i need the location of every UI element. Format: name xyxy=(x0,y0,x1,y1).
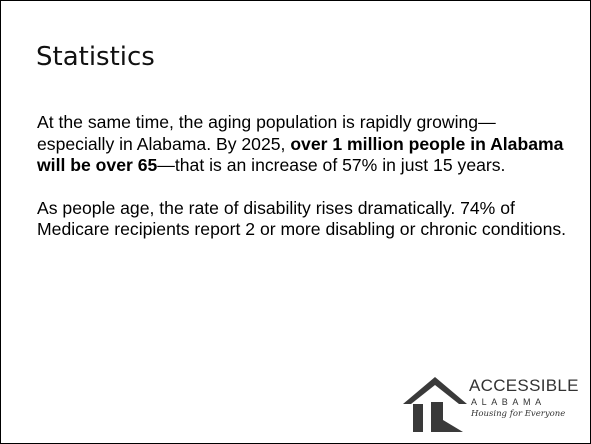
logo-name: ACCESSIBLE xyxy=(469,376,579,395)
logo-tagline: Housing for Everyone xyxy=(471,409,566,419)
accessible-alabama-logo: ACCESSIBLE ALABAMA Housing for Everyone xyxy=(401,374,581,434)
paragraph-1-text-start: At the same time, the aging population i… xyxy=(37,112,496,154)
paragraph-1-emphasis: over 1 million people in Alabama will be… xyxy=(37,133,564,176)
slide-title: Statistics xyxy=(36,42,155,72)
paragraph-1-text-end: —that is an increase of 57% in just 15 y… xyxy=(157,155,506,175)
paragraph-aging-population: At the same time, the aging population i… xyxy=(37,112,567,177)
slide-body: At the same time, the aging population i… xyxy=(37,112,567,262)
logo-state: ALABAMA xyxy=(471,397,546,407)
paragraph-disability-rate: As people age, the rate of disability ri… xyxy=(37,197,567,240)
house-icon xyxy=(403,377,467,432)
